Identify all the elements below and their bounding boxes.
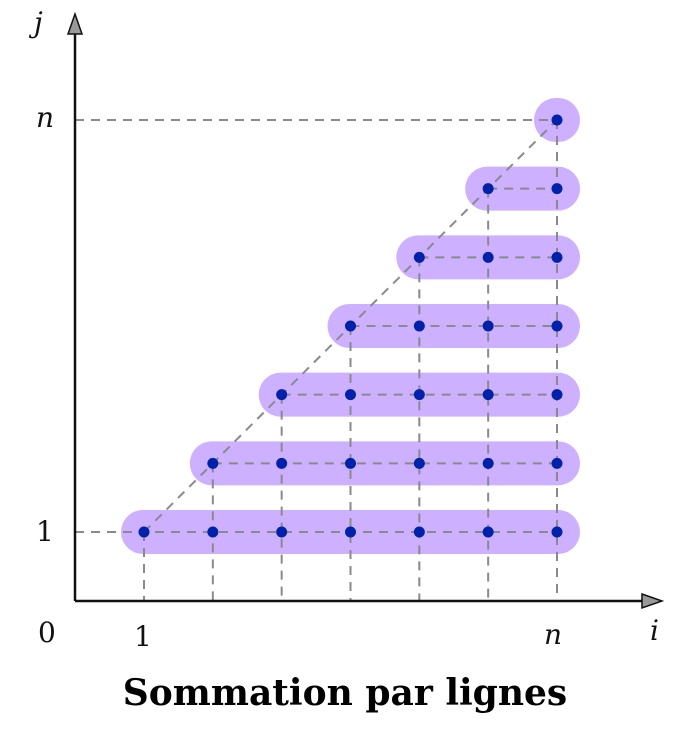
- lattice-point: [345, 526, 356, 538]
- origin-label: 0: [38, 616, 56, 649]
- lattice-point: [551, 114, 563, 126]
- lattice-point: [413, 526, 425, 538]
- x-arrow-icon: [641, 592, 665, 610]
- lattice-points: [138, 114, 563, 538]
- lattice-point: [413, 320, 425, 332]
- lattice-point: [345, 457, 356, 469]
- lattice-point: [551, 457, 563, 469]
- x-tick-n: n: [544, 618, 562, 651]
- lattice-point: [551, 251, 563, 263]
- y-axis-label: j: [28, 6, 43, 39]
- lattice-point: [138, 526, 150, 538]
- lattice-point: [482, 183, 494, 195]
- y-tick-1: 1: [36, 515, 54, 548]
- lattice-point: [551, 389, 563, 401]
- summation-diagram: j i 0 1 n 1 n: [28, 6, 665, 653]
- lattice-point: [207, 526, 219, 538]
- lattice-point: [551, 183, 563, 195]
- y-tick-n: n: [36, 101, 54, 134]
- lattice-point: [551, 320, 563, 332]
- lattice-point: [551, 526, 563, 538]
- lattice-point: [482, 389, 494, 401]
- lattice-point: [276, 457, 288, 469]
- lattice-point: [413, 389, 425, 401]
- lattice-point: [345, 320, 356, 332]
- x-tick-1: 1: [134, 620, 152, 653]
- lattice-point: [276, 389, 288, 401]
- lattice-point: [482, 320, 494, 332]
- x-axis-label: i: [650, 614, 659, 647]
- y-arrow-icon: [66, 11, 84, 35]
- axes: [66, 11, 665, 610]
- lattice-point: [345, 389, 356, 401]
- lattice-point: [413, 251, 425, 263]
- lattice-point: [207, 457, 219, 469]
- row-highlight: [189, 441, 581, 486]
- diagram-title: Sommation par lignes: [122, 672, 568, 714]
- lattice-point: [482, 526, 494, 538]
- lattice-point: [276, 526, 288, 538]
- lattice-point: [482, 251, 494, 263]
- lattice-point: [413, 457, 425, 469]
- lattice-point: [482, 457, 494, 469]
